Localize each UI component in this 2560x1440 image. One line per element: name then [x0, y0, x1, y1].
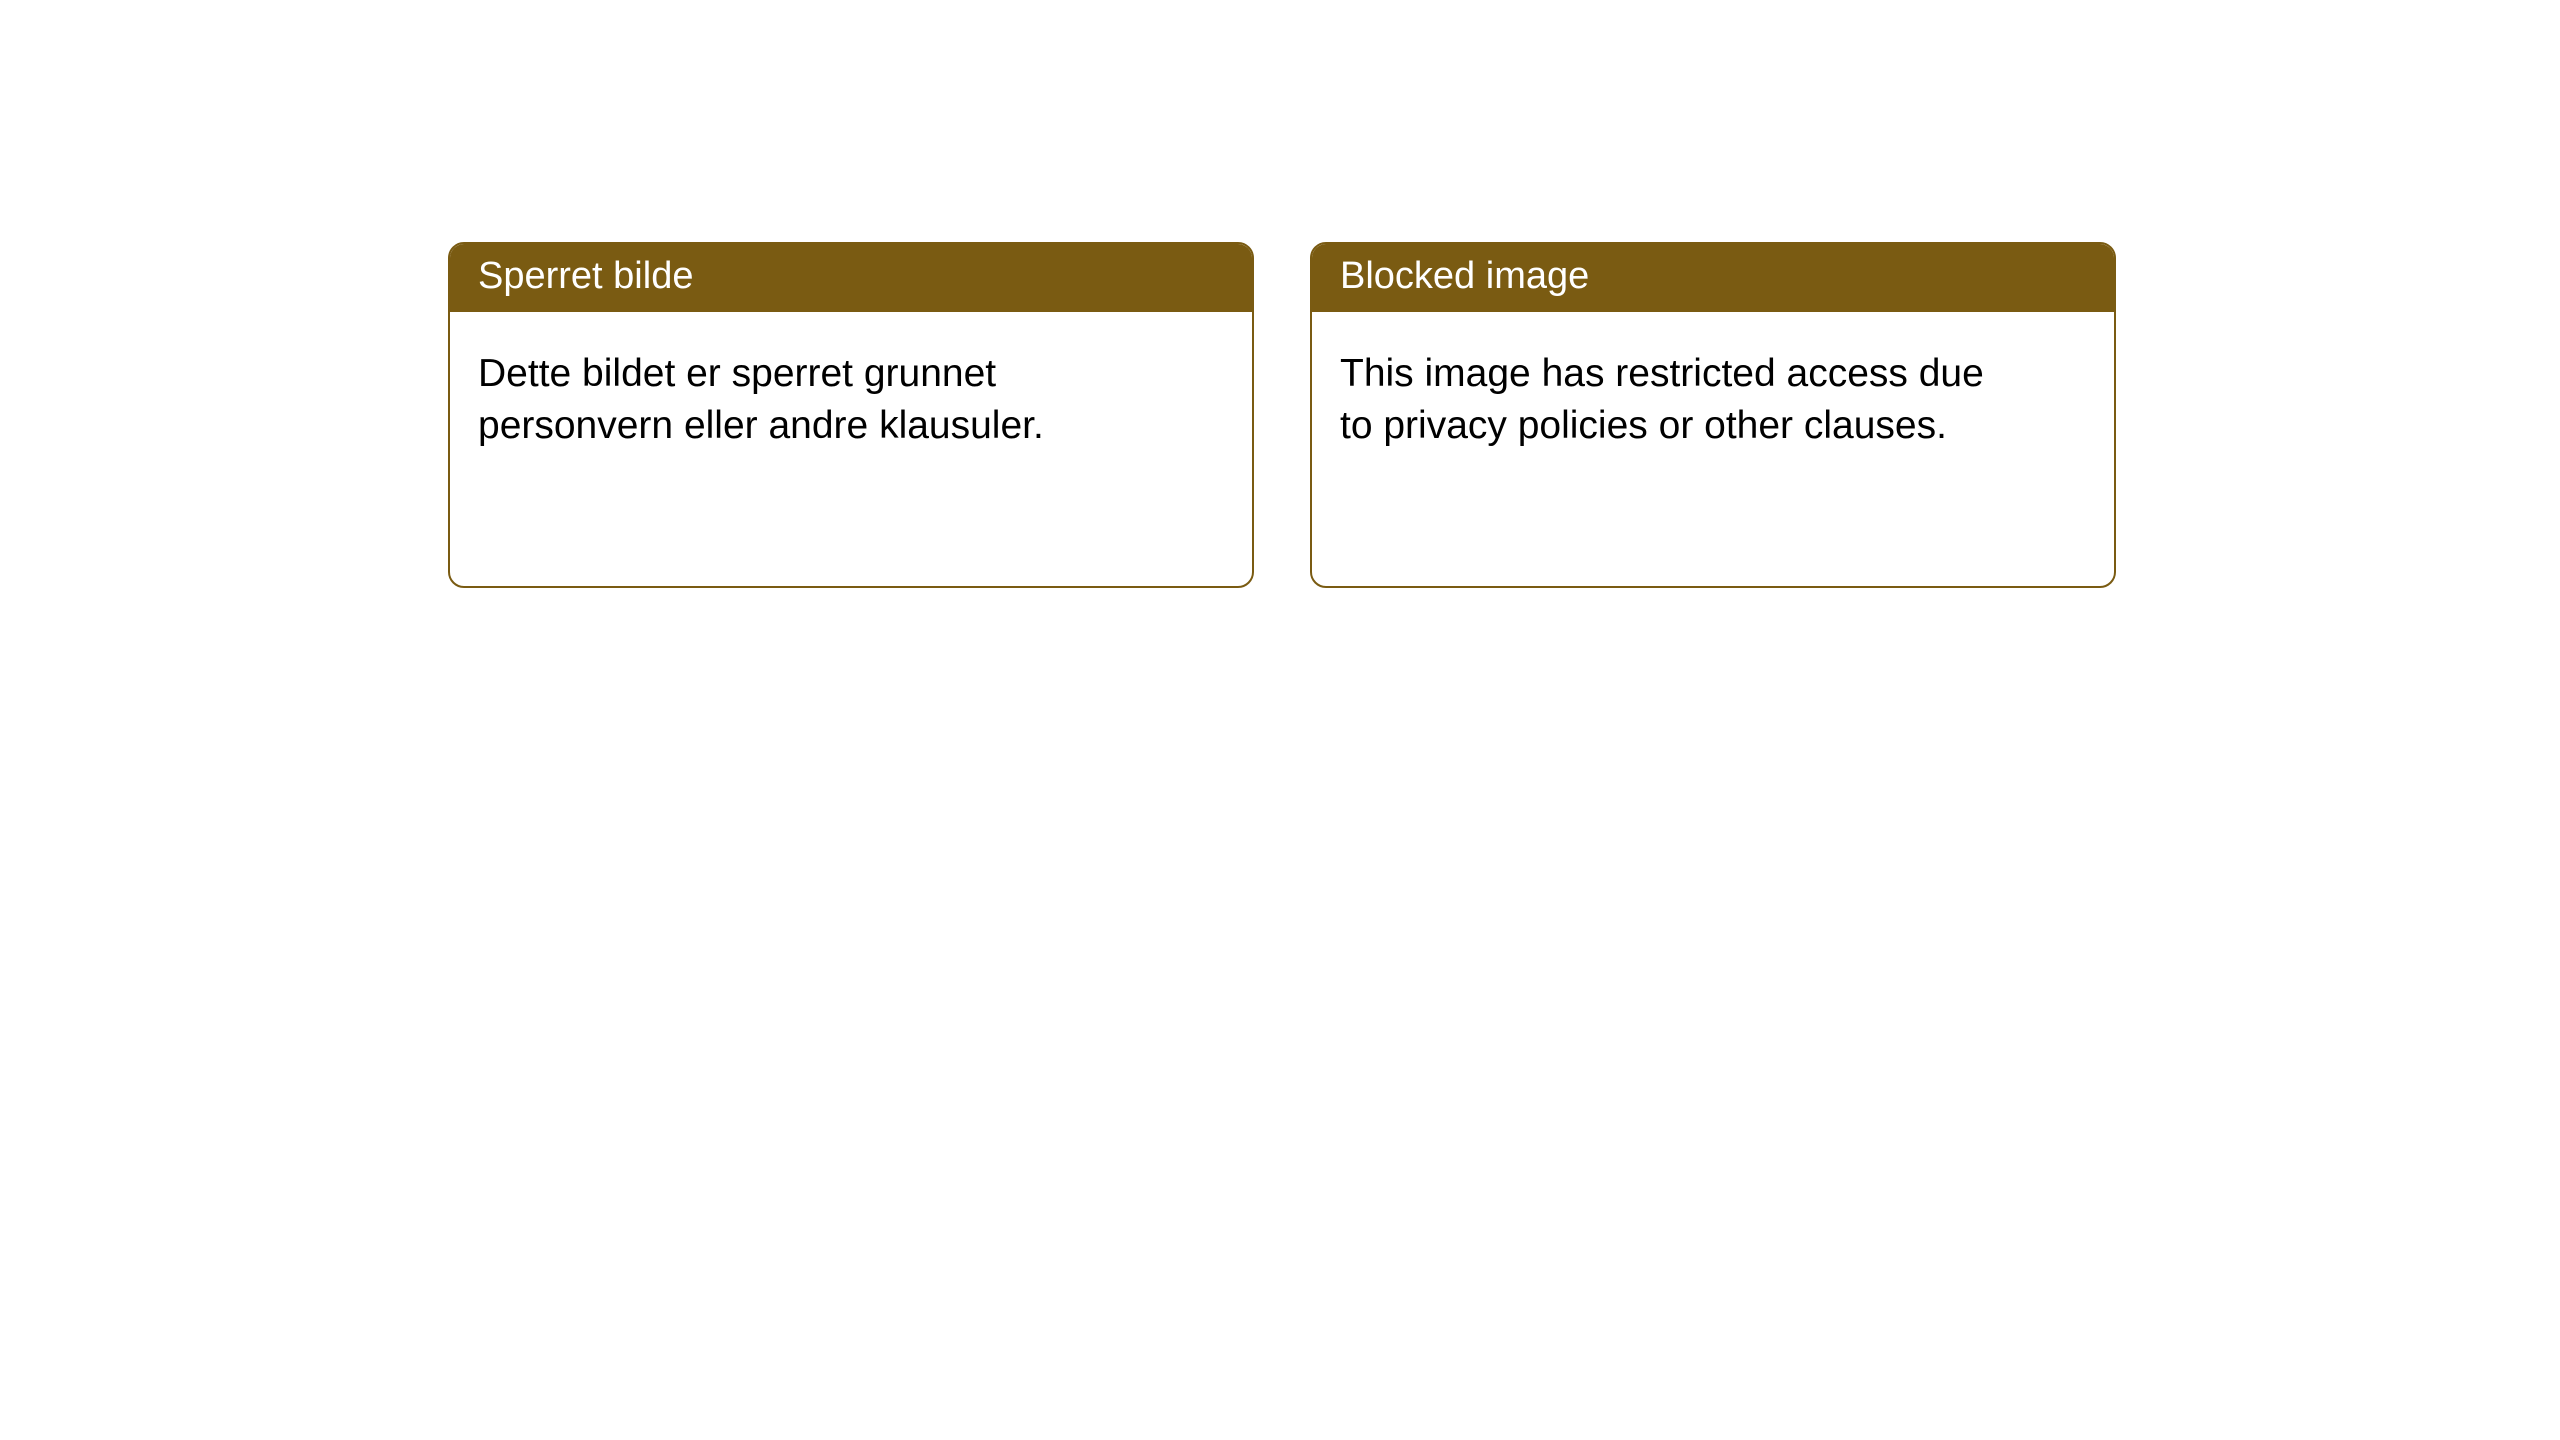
notice-body-text: This image has restricted access due to …	[1340, 348, 2000, 453]
notice-header: Blocked image	[1312, 244, 2114, 312]
notice-header: Sperret bilde	[450, 244, 1252, 312]
notice-header-text: Blocked image	[1340, 255, 1589, 297]
notice-body-text: Dette bildet er sperret grunnet personve…	[478, 348, 1138, 453]
notice-card-norwegian: Sperret bilde Dette bildet er sperret gr…	[448, 242, 1254, 588]
notices-container: Sperret bilde Dette bildet er sperret gr…	[0, 0, 2560, 588]
notice-body: Dette bildet er sperret grunnet personve…	[450, 312, 1252, 586]
notice-body: This image has restricted access due to …	[1312, 312, 2114, 586]
notice-header-text: Sperret bilde	[478, 255, 693, 297]
notice-card-english: Blocked image This image has restricted …	[1310, 242, 2116, 588]
